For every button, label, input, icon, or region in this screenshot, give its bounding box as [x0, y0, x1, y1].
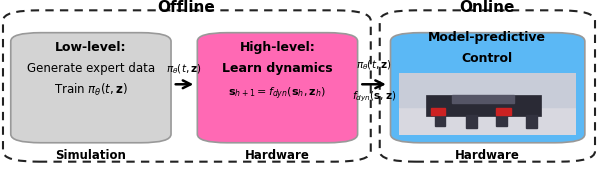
Text: Train $\pi_\theta(t, \mathbf{z})$: Train $\pi_\theta(t, \mathbf{z})$ — [54, 82, 128, 98]
Text: Model-predictive: Model-predictive — [428, 31, 547, 44]
FancyBboxPatch shape — [197, 33, 358, 143]
Text: Low-level:: Low-level: — [55, 41, 127, 54]
Text: Control: Control — [462, 52, 513, 65]
Text: Simulation: Simulation — [56, 149, 126, 162]
Text: High-level:: High-level: — [240, 41, 315, 54]
Text: $\pi_\theta(t, \mathbf{z})$: $\pi_\theta(t, \mathbf{z})$ — [166, 62, 202, 76]
Text: Online: Online — [460, 0, 515, 15]
FancyBboxPatch shape — [11, 33, 171, 143]
Text: $\pi_\theta(t, \mathbf{z})$: $\pi_\theta(t, \mathbf{z})$ — [356, 58, 392, 72]
Text: Offline: Offline — [158, 0, 215, 15]
FancyBboxPatch shape — [380, 10, 595, 162]
FancyBboxPatch shape — [3, 10, 371, 162]
Text: Hardware: Hardware — [245, 149, 310, 162]
Text: Generate expert data: Generate expert data — [27, 62, 155, 75]
Text: $\mathbf{s}_{h+1} = f_{dyn}(\mathbf{s}_h, \mathbf{z}_h)$: $\mathbf{s}_{h+1} = f_{dyn}(\mathbf{s}_h… — [228, 85, 327, 102]
Text: Hardware: Hardware — [455, 149, 520, 162]
Text: $f_{dyn}(\mathbf{s}, \mathbf{z})$: $f_{dyn}(\mathbf{s}, \mathbf{z})$ — [352, 89, 396, 104]
FancyBboxPatch shape — [390, 33, 585, 143]
Text: Learn dynamics: Learn dynamics — [222, 62, 332, 75]
